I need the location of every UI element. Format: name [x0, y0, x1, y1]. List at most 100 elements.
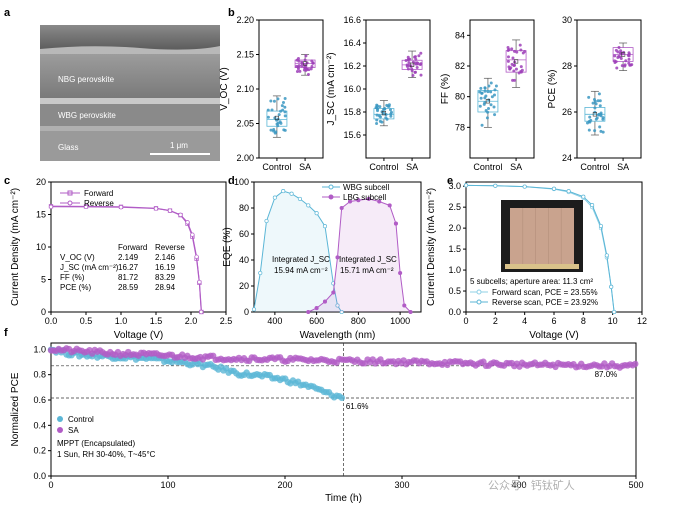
y-tick-label: 15.6 [343, 130, 361, 140]
y-tick-label: 3.0 [448, 181, 461, 191]
data-point [587, 95, 591, 99]
scale-bar-label: 1 μm [170, 141, 188, 150]
data-marker [339, 205, 344, 211]
mean-marker [513, 59, 519, 64]
data-marker [167, 208, 173, 213]
data-marker [590, 203, 595, 208]
x-tick-label: 0 [48, 480, 53, 490]
data-point [276, 97, 280, 101]
data-point [269, 99, 273, 103]
data-point [593, 99, 597, 103]
mean-marker [381, 111, 387, 116]
y-tick-label: 0.0 [448, 307, 461, 317]
table-cell: 2.149 [118, 253, 139, 262]
data-point [478, 104, 482, 108]
annotation: Integrated J_SC [339, 255, 397, 264]
x-tick-label: 4 [522, 316, 527, 326]
data-point [593, 106, 597, 110]
data-point [613, 54, 617, 58]
data-point [266, 108, 270, 112]
data-point [295, 69, 299, 73]
x-tick-label: 500 [628, 480, 643, 490]
data-point [479, 96, 483, 100]
data-point [419, 62, 423, 66]
y-tick-label: 1.5 [448, 244, 461, 254]
x-tick-label: 2.5 [220, 316, 233, 326]
y-tick-label: 30 [562, 15, 572, 25]
panel-b-ff: 78 80 82 84 FF (%) Control SA [440, 19, 535, 172]
y-axis-label: Current Density (mA cm⁻²) [10, 188, 21, 306]
y-axis-label: EQE (%) [222, 227, 233, 266]
data-point [382, 111, 386, 115]
x-tick-label: 200 [277, 480, 292, 490]
annotation: 5 subcells; aperture area: 11.3 cm² [470, 277, 593, 286]
legend-entry: WBG subcell [343, 183, 389, 192]
x-axis-label: Time (h) [325, 493, 362, 504]
legend-marker [328, 194, 334, 200]
data-point [593, 129, 597, 133]
sem-label-wbg: WBG perovskite [58, 111, 116, 120]
data-marker [566, 189, 571, 194]
data-marker [393, 221, 399, 226]
data-point [303, 58, 307, 62]
data-point [375, 118, 379, 122]
panel-e-module: 0.0 0.5 1.0 1.5 2.0 2.5 3.0 0 2 4 6 8 10 12 Voltage (V… [426, 181, 647, 341]
data-point [283, 128, 287, 132]
data-point [627, 52, 631, 56]
y-tick-label: 2.10 [236, 84, 254, 94]
data-point [419, 51, 423, 55]
data-marker [598, 223, 603, 229]
mean-marker [592, 112, 598, 117]
data-point [598, 104, 602, 108]
y-tick-label: 100 [234, 177, 249, 187]
y-tick-label: 26 [562, 107, 572, 117]
legend-entry: Forward [84, 189, 113, 198]
mean-marker [485, 99, 491, 104]
data-point [520, 68, 524, 72]
data-point [283, 114, 287, 118]
category-label: SA [406, 162, 418, 172]
data-point [511, 78, 515, 82]
data-point [510, 47, 514, 51]
x-tick-label: 1000 [390, 316, 410, 326]
data-point [620, 64, 624, 68]
data-point [489, 81, 493, 85]
data-point [385, 117, 389, 121]
legend-entry: Forward scan, PCE = 23.55% [492, 288, 598, 297]
y-tick-label: 16.4 [343, 38, 361, 48]
data-marker [48, 204, 54, 209]
data-point [627, 57, 631, 61]
data-marker [356, 198, 361, 203]
data-point [280, 104, 284, 108]
data-point [419, 73, 423, 77]
data-point [512, 69, 516, 73]
data-point [304, 68, 308, 72]
data-point [309, 67, 313, 71]
data-point [411, 73, 415, 77]
y-axis-label: Current Density (mA cm⁻²) [426, 188, 437, 306]
y-tick-label: 10 [36, 242, 46, 252]
legend-entry: LBG subcell [343, 193, 386, 202]
y-tick-label: 2.05 [236, 119, 254, 129]
data-marker [551, 186, 557, 191]
panel-label-a: a [4, 7, 11, 19]
y-tick-label: 60 [239, 229, 249, 239]
y-tick-label: 2.0 [448, 223, 461, 233]
data-marker [297, 196, 302, 201]
data-point [310, 59, 314, 63]
data-point [417, 54, 421, 58]
panel-b-voc: 2.00 2.05 2.10 2.15 2.20 V_OC (V) Control SA [219, 15, 324, 172]
y-tick-label: 84 [455, 30, 465, 40]
data-marker [402, 303, 407, 308]
data-point [598, 99, 602, 103]
data-point [515, 50, 519, 54]
data-point [506, 55, 510, 59]
x-tick-label: 1.5 [150, 316, 163, 326]
mean-marker [620, 52, 626, 57]
data-point [407, 61, 411, 65]
module-active-area [510, 208, 574, 264]
data-point [269, 128, 273, 132]
table-cell: 16.27 [118, 263, 139, 272]
data-point [416, 61, 420, 65]
data-point [270, 108, 274, 112]
